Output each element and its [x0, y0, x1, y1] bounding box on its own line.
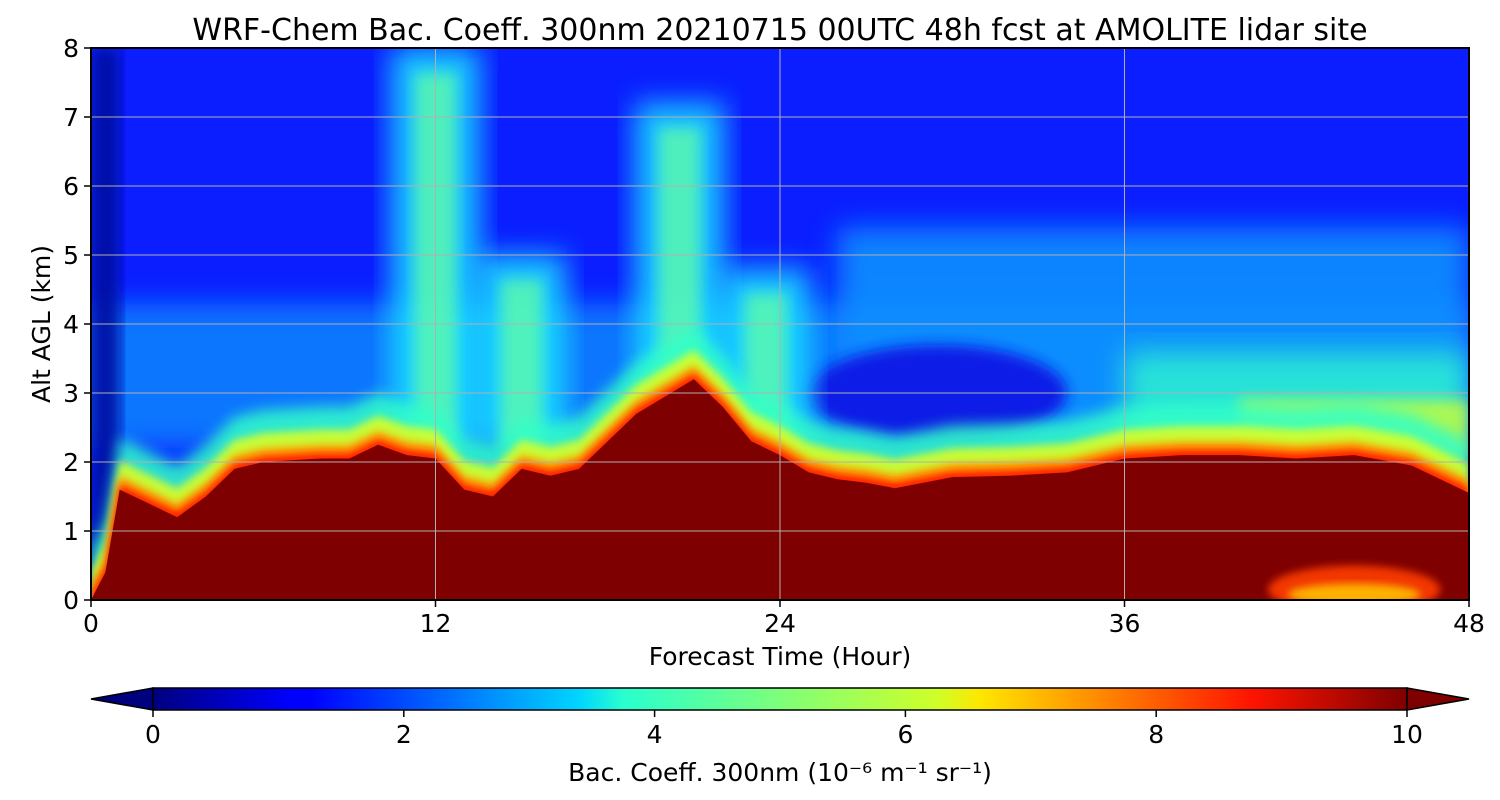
colorbar-ticks: 0 2 4 6 8 10	[145, 710, 1423, 749]
y-tick-label-7: 7	[63, 103, 79, 132]
y-tick-label-6: 6	[63, 172, 79, 201]
y-tick-label-2: 2	[63, 448, 79, 477]
y-tick-label-5: 5	[63, 241, 79, 270]
x-axis-label: Forecast Time (Hour)	[649, 642, 912, 671]
y-tick-label-4: 4	[63, 310, 79, 339]
surface-low-core	[1287, 583, 1421, 600]
y-axis: 0 1 2 3 4 5 6 7 8	[63, 34, 91, 615]
colorbar-body	[152, 687, 1408, 711]
colorbar-extend-low	[90, 687, 154, 711]
cb-tick-label-1: 2	[396, 720, 412, 749]
x-tick-label-1: 12	[420, 609, 452, 638]
y-axis-label: Alt AGL (km)	[27, 245, 56, 403]
y-tick-label-8: 8	[63, 34, 79, 63]
colorbar-label: Bac. Coeff. 300nm (10⁻⁶ m⁻¹ sr⁻¹)	[568, 758, 992, 787]
cb-tick-label-0: 0	[145, 720, 161, 749]
y-tick-label-1: 1	[63, 517, 79, 546]
cb-tick-label-2: 4	[647, 720, 663, 749]
x-tick-label-0: 0	[83, 609, 99, 638]
x-tick-label-3: 36	[1109, 609, 1141, 638]
y-tick-label-3: 3	[63, 379, 79, 408]
colorbar-extend-high	[1406, 687, 1470, 711]
cb-tick-label-5: 10	[1391, 720, 1423, 749]
colorbar: 0 2 4 6 8 10 Bac. Coeff. 300nm (10⁻⁶ m⁻¹ sr⁻¹…	[90, 687, 1470, 787]
chart-title: WRF-Chem Bac. Coeff. 300nm 20210715 00UT…	[192, 13, 1367, 48]
cb-tick-label-4: 8	[1148, 720, 1164, 749]
x-tick-label-2: 24	[764, 609, 796, 638]
cb-tick-label-3: 6	[897, 720, 913, 749]
x-axis: 0 12 24 36 48	[83, 600, 1485, 638]
y-tick-label-0: 0	[63, 586, 79, 615]
x-tick-label-4: 48	[1453, 609, 1485, 638]
